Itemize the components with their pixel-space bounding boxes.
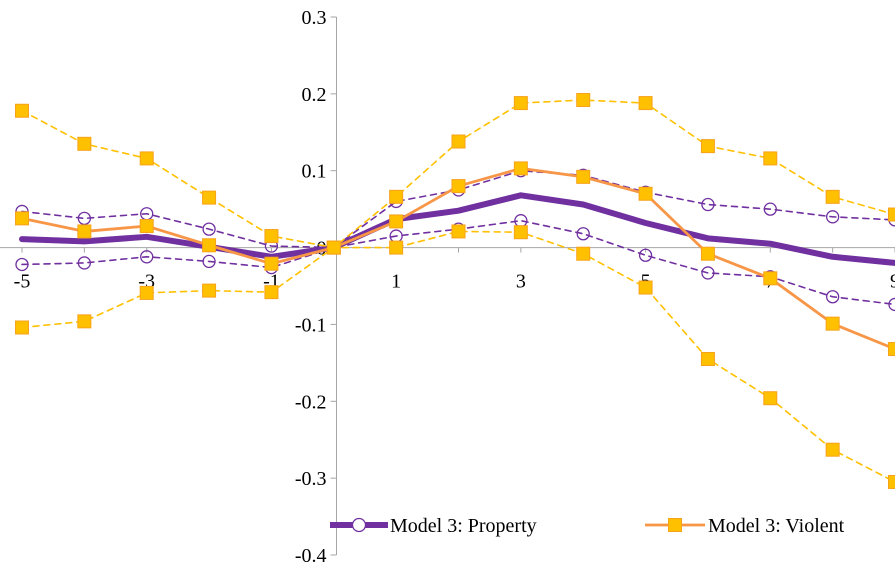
data-point-9: [889, 475, 895, 488]
data-point--3: [140, 286, 153, 299]
data-point-2: [452, 135, 465, 148]
data-point-8: [826, 190, 839, 203]
x-tick-label: 1: [391, 271, 401, 293]
data-point-3: [514, 97, 527, 110]
data-point--4: [78, 137, 91, 150]
data-point-1: [390, 190, 403, 203]
data-point--1: [265, 257, 278, 270]
legend-marker-violent: [669, 519, 682, 532]
data-point-6: [701, 353, 714, 366]
series-estimate-3: [16, 162, 895, 356]
x-tick-label: 3: [516, 271, 526, 293]
legend: Model 3: Property Model 3: Violent: [330, 515, 845, 537]
series-line: [22, 231, 895, 482]
x-tick-label: 9: [890, 271, 895, 293]
data-point-8: [826, 443, 839, 456]
data-point-2: [452, 225, 465, 238]
data-point--5: [16, 321, 29, 334]
data-point--2: [203, 191, 216, 204]
data-point--1: [265, 286, 278, 299]
data-point--3: [140, 152, 153, 165]
data-point-4: [577, 247, 590, 260]
data-point-9: [889, 208, 895, 221]
data-point-3: [514, 162, 527, 175]
data-point-5: [639, 281, 652, 294]
y-tick-label: -0.2: [295, 391, 327, 413]
legend-label-property: Model 3: Property: [390, 515, 537, 537]
data-point--4: [78, 315, 91, 328]
data-point-1: [390, 241, 403, 254]
data-point-6: [701, 247, 714, 260]
data-point-8: [826, 317, 839, 330]
data-point-4: [577, 228, 589, 240]
data-point--5: [16, 212, 29, 225]
data-point-6: [701, 140, 714, 153]
data-point-7: [764, 272, 777, 285]
data-point-4: [577, 170, 590, 183]
data-point-5: [639, 97, 652, 110]
y-tick-label: -0.3: [295, 468, 327, 490]
data-point-4: [577, 94, 590, 107]
data-point--3: [140, 220, 153, 233]
y-tick-label: 0.3: [302, 7, 327, 29]
series-violent-lower-ci-5: [16, 225, 895, 489]
data-point-5: [639, 187, 652, 200]
legend-label-violent: Model 3: Violent: [708, 515, 845, 537]
data-point-7: [764, 392, 777, 405]
data-point--5: [16, 104, 29, 117]
data-point--2: [203, 284, 216, 297]
series-layer: [16, 94, 895, 489]
y-tick-label: -0.4: [295, 545, 327, 566]
data-point-2: [452, 180, 465, 193]
data-point-1: [390, 215, 403, 228]
data-point-0: [327, 241, 340, 254]
axes-layer: 0.30.20.10-0.1-0.2-0.3-0.4-5-3-113579: [0, 7, 895, 566]
y-tick-label: 0.2: [302, 84, 327, 106]
data-point-9: [889, 343, 895, 356]
y-tick-label: 0.1: [302, 161, 327, 183]
data-point-7: [764, 152, 777, 165]
data-point-3: [514, 226, 527, 239]
legend-marker-property: [353, 519, 366, 532]
data-point--2: [203, 239, 216, 252]
y-tick-label: -0.1: [295, 314, 327, 336]
data-point--4: [78, 225, 91, 238]
data-point--1: [265, 230, 278, 243]
x-tick-label: -5: [14, 271, 31, 293]
